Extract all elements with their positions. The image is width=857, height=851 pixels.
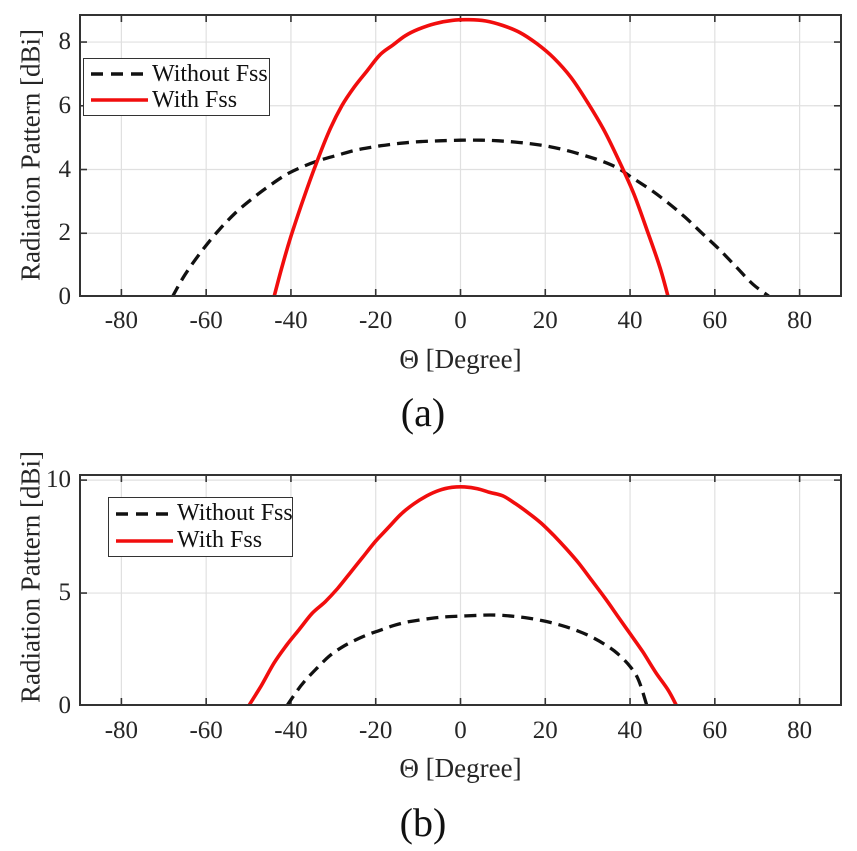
legend-item-without-fss: Without Fss	[116, 500, 293, 527]
x-tick-label: -40	[274, 717, 308, 744]
curve-without-fss	[170, 138, 771, 297]
chart-svg	[79, 474, 842, 706]
x-tick-label: 40	[617, 307, 643, 334]
x-tick-label: 20	[532, 717, 558, 744]
chart-a-caption: (a)	[400, 390, 446, 435]
legend-label: With Fss	[152, 86, 238, 113]
x-tick-label: -80	[104, 717, 139, 744]
x-tick-label: -40	[274, 307, 308, 334]
curve-with-fss	[272, 17, 670, 297]
x-tick-label: 40	[617, 717, 643, 744]
legend-label: With Fss	[177, 527, 263, 553]
chart-a-x-axis-label: Θ [Degree]	[399, 344, 522, 374]
dashed-line-sample-icon	[116, 510, 173, 518]
x-tick-label: 20	[532, 307, 558, 334]
chart-b-legend: Without Fss With Fss	[108, 497, 293, 557]
chart-a-legend: Without Fss With Fss	[83, 58, 270, 116]
x-tick-label: -80	[104, 307, 139, 334]
x-tick-label: -60	[189, 717, 223, 744]
x-tick-label: -20	[359, 717, 393, 744]
y-tick-label: 2	[58, 219, 72, 247]
curve-without-fss	[285, 613, 649, 706]
chart-b-x-axis-label: Θ [Degree]	[399, 753, 522, 783]
y-tick-label: 8	[58, 28, 72, 56]
y-tick-label: 6	[58, 91, 72, 119]
legend-label: Without Fss	[177, 500, 293, 526]
x-tick-label: -60	[189, 307, 223, 334]
x-tick-label: 80	[787, 307, 813, 334]
dashed-line-sample-icon	[91, 70, 148, 78]
y-tick-label: 4	[58, 155, 72, 183]
chart-b-caption: (b)	[399, 800, 447, 845]
chart-a-plot-area	[79, 14, 842, 297]
y-tick-label: 0	[58, 692, 72, 719]
x-tick-label: -20	[359, 307, 393, 334]
chart-svg	[79, 14, 842, 297]
legend-label: Without Fss	[152, 60, 268, 87]
y-tick-label: 0	[58, 283, 72, 310]
x-tick-label: 0	[454, 307, 467, 334]
curve-with-fss	[247, 485, 679, 706]
legend-item-with-fss: With Fss	[91, 87, 265, 113]
x-tick-label: 60	[702, 717, 728, 744]
legend-item-without-fss: Without Fss	[91, 60, 268, 87]
x-tick-label: 60	[702, 307, 728, 334]
y-tick-label: 10	[46, 466, 71, 494]
chart-b-plot-area	[79, 474, 842, 706]
solid-line-sample-icon	[91, 96, 148, 104]
x-tick-label: 80	[787, 717, 813, 744]
x-tick-label: 0	[454, 717, 467, 744]
y-tick-label: 5	[58, 579, 72, 607]
solid-line-sample-icon	[116, 537, 173, 545]
legend-item-with-fss: With Fss	[116, 527, 288, 554]
